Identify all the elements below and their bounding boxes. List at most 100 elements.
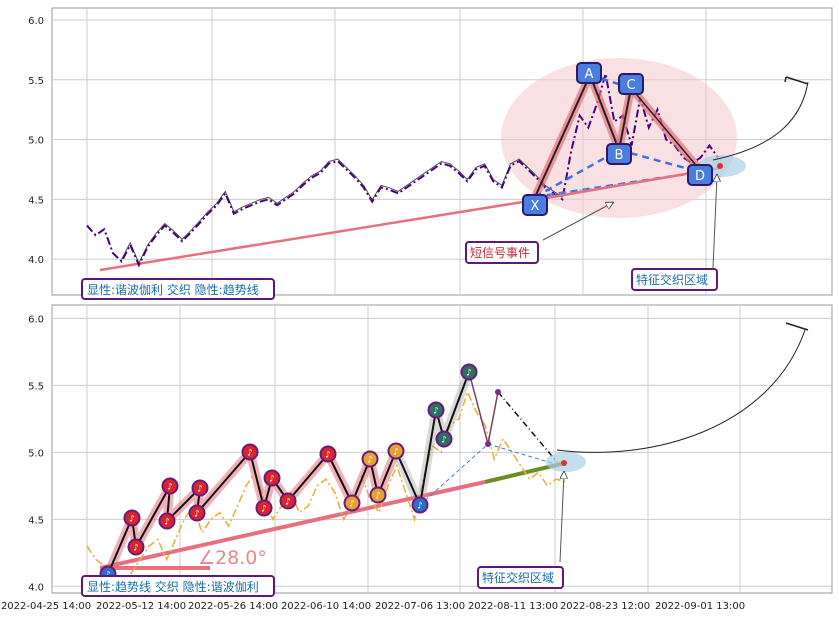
svg-text:♪: ♪	[261, 505, 267, 515]
svg-text:♪: ♪	[367, 456, 373, 466]
top-trend-line	[99, 198, 536, 272]
top-y-tick: 5.0	[28, 136, 44, 147]
bottom-y-tick: 4.0	[28, 582, 44, 593]
svg-text:♪: ♪	[197, 485, 203, 495]
svg-text:♪: ♪	[349, 500, 355, 510]
bottom-y-tick: 6.0	[28, 314, 44, 325]
bottom-forecast-curve	[556, 329, 806, 453]
top-zone-label-text: 特征交织区域	[636, 272, 708, 287]
bottom-dash-black	[497, 391, 558, 463]
bottom-pivot-marker: ♪	[241, 443, 259, 461]
bottom-dash-blue-1	[419, 443, 489, 506]
bottom-pivot-marker: ♪	[191, 479, 209, 497]
svg-text:♪: ♪	[417, 502, 423, 512]
svg-text:♪: ♪	[133, 544, 139, 554]
bottom-x-ticks: 2022-04-25 14:00 2022-05-12 14:00 2022-05-…	[1, 601, 745, 612]
pattern-point-d: D	[687, 164, 713, 186]
xd-dashed	[534, 170, 701, 199]
bottom-x-tick: 2022-09-01 13:00	[655, 601, 745, 612]
bottom-pivot-marker: ♪	[411, 496, 429, 514]
bottom-zone-dot	[561, 460, 567, 466]
svg-text:♪: ♪	[393, 448, 399, 458]
bottom-pivot-marker: ♪	[319, 445, 337, 463]
bottom-pivot-marker: ♪	[158, 512, 176, 530]
bottom-markers: ♪♪♪♪♪♪♪♪♪♪♪♪♪♪♪♪♪♪♪♪	[99, 363, 501, 583]
bottom-pivot-marker: ♪	[161, 477, 179, 495]
bottom-y-tick: 5.0	[28, 448, 44, 459]
bottom-annotation-text: 显性:趋势线 交织 隐性:谐波伽利	[87, 579, 259, 594]
top-forecast-cap-tick	[784, 76, 787, 83]
svg-text:♪: ♪	[247, 449, 253, 459]
svg-text:D: D	[695, 169, 705, 184]
top-y-tick: 6.0	[28, 16, 44, 27]
top-y-tick: 4.0	[28, 255, 44, 266]
bottom-pivot-marker: ♪	[255, 499, 273, 517]
bottom-forecast-cap	[785, 322, 809, 331]
bottom-pivot-marker: ♪	[263, 469, 281, 487]
xb-dashed	[534, 148, 620, 199]
top-price-outline	[121, 158, 563, 265]
bottom-pivot-marker: ♪	[361, 450, 379, 468]
svg-text:X: X	[531, 199, 540, 214]
svg-text:♪: ♪	[441, 436, 447, 446]
bottom-x-tick: 2022-04-25 14:00	[1, 601, 91, 612]
bottom-plot-area	[51, 304, 833, 594]
event-label-box: 短信号事件	[465, 241, 539, 264]
top-zone-label-box: 特征交织区域	[631, 268, 718, 291]
bottom-tail-dot	[495, 389, 501, 395]
top-price-series	[86, 73, 719, 268]
leg-ab-core	[589, 74, 620, 151]
bottom-pivot-marker: ♪	[279, 492, 297, 510]
svg-text:♪: ♪	[167, 483, 173, 493]
bottom-pivot-marker: ♪	[188, 504, 206, 522]
bd-dashed	[618, 148, 701, 174]
top-y-tick: 5.5	[28, 76, 44, 87]
bottom-pivot-marker: ♪	[427, 401, 445, 419]
event-arrow	[542, 203, 612, 241]
bottom-pivot-marker: ♪	[369, 486, 387, 504]
bottom-zone-label-box: 特征交织区域	[477, 566, 564, 589]
svg-text:♪: ♪	[194, 510, 200, 520]
pattern-point-badges: X A B C D	[522, 62, 713, 216]
leg-cd-core	[630, 87, 701, 171]
bottom-y-ticks: 4.0 4.5 5.0 5.5 6.0	[28, 314, 44, 593]
top-forecast-cap	[785, 76, 809, 85]
svg-text:C: C	[626, 78, 635, 93]
zone-arrow-bottom	[559, 473, 564, 563]
pattern-point-a: A	[576, 62, 602, 84]
bottom-pivot-marker: ♪	[127, 538, 145, 556]
leg-xa-core	[534, 74, 591, 198]
bottom-grid	[52, 305, 832, 593]
svg-text:♪: ♪	[129, 515, 135, 525]
svg-text:B: B	[615, 148, 624, 163]
bottom-x-tick: 2022-06-10 14:00	[281, 601, 371, 612]
bottom-pivot-marker: ♪	[435, 430, 453, 448]
top-zone-dot	[717, 163, 723, 169]
bottom-annotation-box: 显性:趋势线 交织 隐性:谐波伽利	[81, 575, 275, 597]
bottom-x-tick: 2022-05-26 14:00	[188, 601, 278, 612]
bottom-x-tick: 2022-08-23 12:00	[560, 601, 650, 612]
bottom-zone-label-text: 特征交织区域	[482, 570, 554, 585]
svg-text:♪: ♪	[285, 498, 291, 508]
bottom-pivot-marker: ♪	[123, 509, 141, 527]
svg-text:♪: ♪	[375, 492, 381, 502]
bottom-pivot-marker: ♪	[387, 442, 405, 460]
bottom-pivot-marker: ♪	[460, 363, 478, 381]
event-label-text: 短信号事件	[470, 246, 530, 260]
angle-label: ∠28.0°	[198, 547, 267, 569]
bottom-y-tick: 5.5	[28, 381, 44, 392]
top-annotation-box: 显性:谐波伽利 交织 隐性:趋势线	[81, 278, 275, 300]
bottom-pivot-marker: ♪	[343, 494, 361, 512]
svg-text:♪: ♪	[433, 407, 439, 417]
top-annotation-text: 显性:谐波伽利 交织 隐性:趋势线	[87, 282, 259, 297]
svg-text:♪: ♪	[325, 451, 331, 461]
pattern-point-x: X	[522, 194, 548, 216]
bottom-x-tick: 2022-05-12 14:00	[96, 601, 186, 612]
leg-bc-core	[618, 87, 632, 151]
bottom-dash-blue-2	[487, 443, 556, 465]
bottom-x-tick: 2022-07-06 13:00	[375, 601, 465, 612]
top-y-ticks: 4.0 4.5 5.0 5.5 6.0	[28, 16, 44, 266]
bottom-y-tick: 4.5	[28, 515, 44, 526]
svg-text:A: A	[585, 67, 594, 82]
